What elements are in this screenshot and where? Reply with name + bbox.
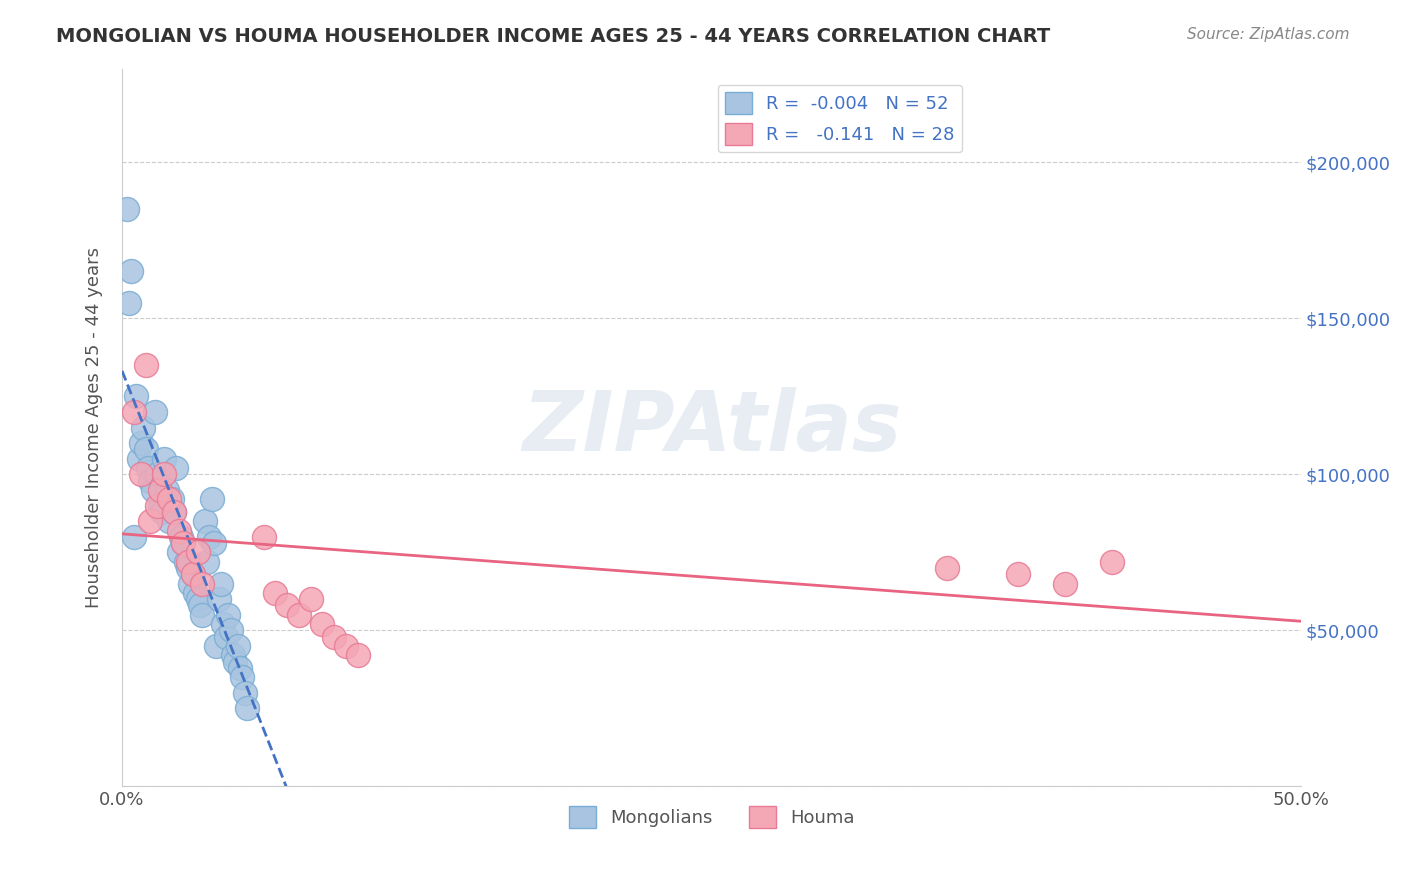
Point — [335, 639, 357, 653]
Point — [936, 561, 959, 575]
Point — [179, 576, 201, 591]
Point — [128, 451, 150, 466]
Point — [139, 474, 162, 488]
Point — [157, 492, 180, 507]
Point — [118, 295, 141, 310]
Text: Source: ZipAtlas.com: Source: ZipAtlas.com — [1187, 27, 1350, 42]
Point — [212, 617, 235, 632]
Point — [184, 586, 207, 600]
Point — [1007, 567, 1029, 582]
Point — [299, 592, 322, 607]
Point — [146, 467, 169, 482]
Point — [276, 599, 298, 613]
Point — [252, 530, 274, 544]
Point — [195, 555, 218, 569]
Point — [186, 592, 208, 607]
Point — [172, 536, 194, 550]
Point — [181, 567, 204, 582]
Point — [226, 639, 249, 653]
Point — [311, 617, 333, 632]
Point — [208, 592, 231, 607]
Point — [209, 576, 232, 591]
Point — [142, 483, 165, 497]
Point — [160, 492, 183, 507]
Point — [201, 492, 224, 507]
Point — [217, 607, 239, 622]
Point — [122, 530, 145, 544]
Legend: Mongolians, Houma: Mongolians, Houma — [561, 798, 862, 835]
Point — [229, 661, 252, 675]
Point — [1101, 555, 1123, 569]
Point — [170, 530, 193, 544]
Point — [224, 655, 246, 669]
Point — [231, 670, 253, 684]
Point — [163, 505, 186, 519]
Point — [149, 499, 172, 513]
Point — [233, 686, 256, 700]
Point — [150, 505, 173, 519]
Point — [236, 701, 259, 715]
Point — [146, 499, 169, 513]
Point — [157, 514, 180, 528]
Point — [167, 545, 190, 559]
Point — [194, 514, 217, 528]
Point — [153, 467, 176, 482]
Point — [125, 389, 148, 403]
Point — [198, 530, 221, 544]
Point — [135, 442, 157, 457]
Point — [174, 555, 197, 569]
Point — [288, 607, 311, 622]
Point — [323, 630, 346, 644]
Point — [1054, 576, 1077, 591]
Point — [177, 561, 200, 575]
Point — [153, 451, 176, 466]
Point — [186, 545, 208, 559]
Point — [202, 536, 225, 550]
Point — [219, 624, 242, 638]
Point — [121, 264, 143, 278]
Point — [222, 648, 245, 663]
Text: ZIPAtlas: ZIPAtlas — [522, 387, 901, 468]
Point — [215, 630, 238, 644]
Point — [136, 461, 159, 475]
Point — [143, 405, 166, 419]
Point — [188, 599, 211, 613]
Point — [205, 639, 228, 653]
Point — [149, 483, 172, 497]
Point — [167, 524, 190, 538]
Point — [264, 586, 287, 600]
Point — [129, 436, 152, 450]
Point — [177, 555, 200, 569]
Point — [135, 358, 157, 372]
Point — [172, 536, 194, 550]
Text: MONGOLIAN VS HOUMA HOUSEHOLDER INCOME AGES 25 - 44 YEARS CORRELATION CHART: MONGOLIAN VS HOUMA HOUSEHOLDER INCOME AG… — [56, 27, 1050, 45]
Point — [347, 648, 370, 663]
Point — [191, 576, 214, 591]
Point — [156, 483, 179, 497]
Point — [122, 405, 145, 419]
Point — [115, 202, 138, 216]
Point — [165, 461, 187, 475]
Point — [163, 505, 186, 519]
Point — [181, 567, 204, 582]
Point — [129, 467, 152, 482]
Point — [191, 607, 214, 622]
Point — [132, 420, 155, 434]
Y-axis label: Householder Income Ages 25 - 44 years: Householder Income Ages 25 - 44 years — [86, 247, 103, 608]
Point — [139, 514, 162, 528]
